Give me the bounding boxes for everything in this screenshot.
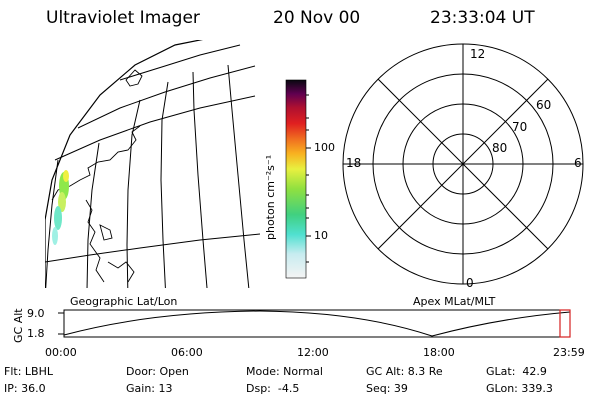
filter-readout: Flt: LBHL bbox=[4, 365, 53, 378]
colorbar-unit-label: photon cm⁻²s⁻¹ bbox=[264, 154, 277, 240]
date-label: 20 Nov 00 bbox=[273, 8, 361, 28]
glon-readout: GLon: 339.3 bbox=[486, 382, 553, 395]
glat-readout: GLat: 42.9 bbox=[486, 365, 547, 378]
island-outline bbox=[99, 224, 113, 241]
altitude-curve bbox=[63, 310, 571, 337]
timeline-y-tick: 9.0 bbox=[27, 307, 45, 320]
lat-label-80: 80 bbox=[492, 141, 508, 155]
meridian-line bbox=[86, 142, 100, 288]
mlt-label-0: 0 bbox=[466, 276, 474, 290]
parallel-line bbox=[77, 65, 256, 129]
lat-label-70: 70 bbox=[512, 120, 528, 134]
polar-ring bbox=[342, 43, 584, 285]
door-readout: Door: Open bbox=[126, 365, 189, 378]
ip-readout: IP: 36.0 bbox=[4, 382, 46, 395]
parallel-line bbox=[45, 233, 260, 263]
coastline bbox=[107, 261, 135, 283]
polar-axis bbox=[377, 78, 549, 250]
mlt-label-6: 6 bbox=[574, 156, 582, 170]
time-tick: 06:00 bbox=[171, 346, 203, 359]
mlt-label-18: 18 bbox=[346, 156, 362, 170]
instrument-title: Ultraviolet Imager bbox=[46, 8, 200, 28]
time-tick: 00:00 bbox=[45, 346, 77, 359]
time-tick: 18:00 bbox=[423, 346, 455, 359]
earth-limb bbox=[45, 40, 204, 288]
polar-ring bbox=[432, 133, 494, 195]
polar-projection-label: Apex MLat/MLT bbox=[413, 295, 496, 308]
aurora-emission bbox=[52, 170, 69, 245]
time-tick: 12:00 bbox=[297, 346, 329, 359]
current-time-marker bbox=[559, 309, 571, 338]
island-outline bbox=[125, 69, 143, 87]
mode-readout: Mode: Normal bbox=[246, 365, 323, 378]
colorbar-tick-label: 100 bbox=[314, 141, 335, 154]
mlt-label-12: 12 bbox=[470, 47, 486, 61]
meridian-line bbox=[160, 81, 169, 288]
timeline-frame bbox=[63, 309, 571, 338]
map-projection-label: Geographic Lat/Lon bbox=[70, 295, 178, 308]
coastline bbox=[51, 125, 141, 201]
timeline-y-tick: 1.8 bbox=[27, 327, 45, 340]
polar-ring bbox=[372, 73, 554, 255]
colorbar-tick-label: 10 bbox=[314, 229, 328, 242]
time-tick: 23:59 bbox=[553, 346, 585, 359]
parallel-line bbox=[119, 44, 241, 81]
meridian-line bbox=[192, 71, 208, 288]
meridian-line bbox=[126, 99, 141, 288]
coastline bbox=[85, 199, 105, 283]
meridian-line bbox=[45, 159, 59, 288]
parallel-line bbox=[54, 95, 256, 161]
meridian-line bbox=[227, 64, 250, 288]
polar-axis bbox=[377, 78, 549, 250]
gain-readout: Gain: 13 bbox=[126, 382, 173, 395]
polar-ring bbox=[402, 103, 524, 225]
colorbar-gradient bbox=[285, 79, 307, 279]
time-label: 23:33:04 UT bbox=[430, 8, 535, 28]
seq-readout: Seq: 39 bbox=[366, 382, 408, 395]
dsp-readout: Dsp: -4.5 bbox=[246, 382, 300, 395]
timeline-axis-label: GC Alt bbox=[12, 308, 25, 343]
lat-label-60: 60 bbox=[536, 98, 552, 112]
gcalt-readout: GC Alt: 8.3 Re bbox=[366, 365, 443, 378]
